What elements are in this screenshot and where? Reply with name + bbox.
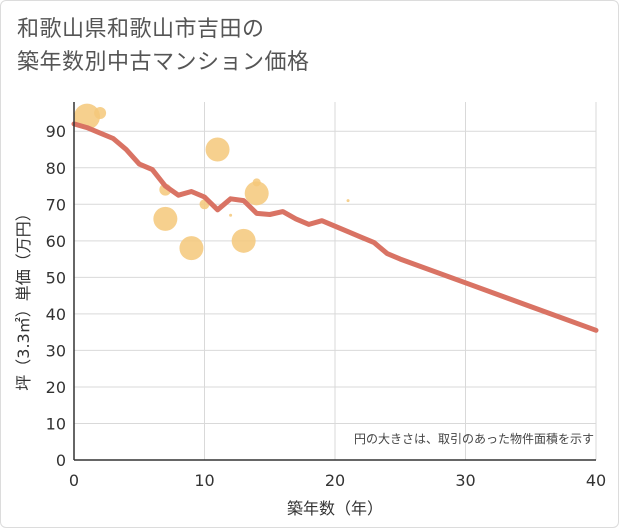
- x-axis-label: 築年数（年）: [287, 499, 383, 518]
- y-tick-label-9: 90: [46, 122, 66, 141]
- chart-title-line-1: 和歌山県和歌山市吉田の: [17, 17, 265, 42]
- x-tick-label-1: 10: [194, 471, 214, 490]
- data-point-10: [252, 178, 261, 187]
- data-point-0: [74, 103, 101, 130]
- x-tick-label-2: 20: [325, 471, 345, 490]
- data-point-4: [179, 236, 204, 261]
- x-tick-label-0: 0: [69, 471, 79, 490]
- data-point-9: [244, 181, 269, 206]
- y-tick-labels: 0 10 20 30 40 50 60 70 80 90: [46, 122, 66, 470]
- y-tick-label-7: 70: [46, 195, 66, 214]
- data-point-11: [346, 199, 350, 203]
- data-points: [74, 103, 350, 261]
- y-tick-label-8: 80: [46, 159, 66, 178]
- trend-line: [71, 121, 599, 333]
- data-point-7: [229, 213, 233, 217]
- axes: [73, 102, 596, 461]
- data-point-1: [94, 106, 107, 119]
- data-point-6: [205, 137, 230, 162]
- x-tick-label-3: 30: [455, 471, 475, 490]
- data-point-8: [231, 228, 256, 253]
- y-tick-label-0: 0: [56, 451, 66, 470]
- grid-lines: [74, 102, 597, 460]
- y-tick-label-5: 50: [46, 268, 66, 287]
- y-tick-label-6: 60: [46, 232, 66, 251]
- y-tick-label-3: 30: [46, 341, 66, 360]
- trend-line-group: [71, 121, 599, 333]
- data-point-3: [153, 206, 178, 231]
- x-tick-labels: 0 10 20 30 40: [69, 471, 606, 490]
- x-tick-label-4: 40: [586, 471, 606, 490]
- y-tick-label-4: 40: [46, 305, 66, 324]
- chart-title-line-2: 築年数別中古マンション価格: [17, 50, 310, 75]
- chart-note: 円の大きさは、取引のあった物件面積を示す: [354, 431, 594, 446]
- y-tick-label-1: 10: [46, 414, 66, 433]
- y-tick-label-2: 20: [46, 378, 66, 397]
- y-axis-label: 坪（3.3㎡）単価（万円）: [14, 205, 33, 390]
- chart-title: 和歌山県和歌山市吉田の 築年数別中古マンション価格: [17, 13, 310, 79]
